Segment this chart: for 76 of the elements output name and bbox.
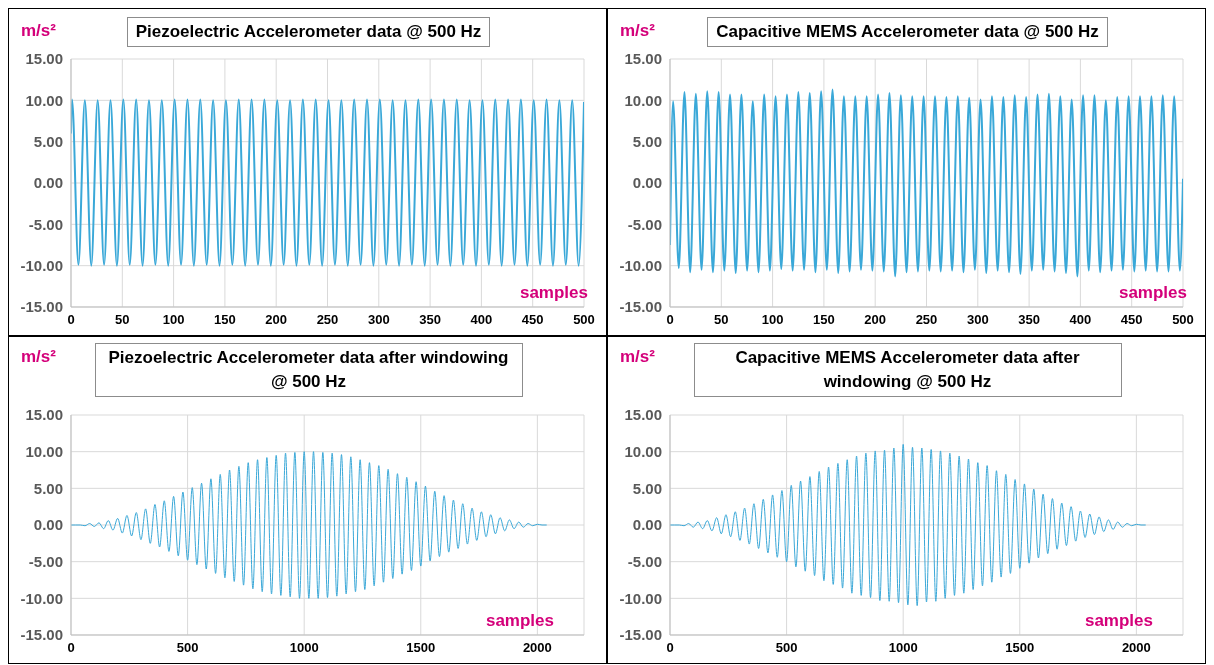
chart-title: Piezoelectric Accelerometer data after windowing @ 500 Hz [94, 343, 523, 397]
x-tick-label: 250 [316, 312, 339, 328]
line-series [71, 451, 548, 599]
y-tick-label: 15.00 [25, 50, 63, 68]
x-tick-label: 350 [1018, 312, 1040, 328]
y-axis-title: m/s² [21, 347, 56, 367]
y-tick-label: -10.00 [619, 256, 662, 274]
y-tick-label: -10.00 [20, 256, 63, 274]
x-tick-label: 200 [864, 312, 887, 328]
x-tick-label: 2000 [1121, 640, 1151, 656]
x-tick-label: 500 [775, 640, 798, 656]
x-tick-label: 1500 [406, 640, 436, 656]
y-tick-label: 0.00 [33, 174, 63, 192]
x-tick-label: 250 [915, 312, 938, 328]
x-tick-label: 1000 [289, 640, 319, 656]
line-series [670, 88, 1183, 278]
y-tick-label: -5.00 [28, 552, 63, 570]
y-tick-label: -15.00 [619, 298, 662, 316]
x-tick-label: 100 [162, 312, 185, 328]
x-axis-title: samples [518, 283, 589, 303]
y-tick-label: 0.00 [632, 516, 662, 534]
x-tick-label: 350 [419, 312, 441, 328]
y-tick-label: 0.00 [33, 516, 63, 534]
x-tick-label: 400 [470, 312, 493, 328]
x-tick-label: 0 [666, 312, 674, 328]
x-tick-label: 50 [714, 312, 729, 328]
y-tick-label: 5.00 [33, 132, 63, 150]
y-axis-title: m/s² [21, 21, 56, 41]
x-axis-title: samples [1083, 611, 1154, 631]
y-tick-label: 0.00 [632, 174, 662, 192]
chart-title: Piezoelectric Accelerometer data @ 500 Hz [126, 17, 491, 47]
y-tick-label: -10.00 [20, 589, 63, 607]
y-tick-label: 10.00 [624, 442, 662, 460]
y-tick-label: 5.00 [33, 479, 63, 497]
x-axis-title: samples [484, 611, 555, 631]
x-tick-label: 1500 [1005, 640, 1035, 656]
y-tick-label: -5.00 [627, 552, 662, 570]
y-tick-label: -5.00 [627, 215, 662, 233]
y-tick-label: 15.00 [25, 406, 63, 424]
y-tick-label: 10.00 [25, 91, 63, 109]
x-tick-label: 0 [666, 640, 674, 656]
y-axis-title: m/s² [620, 21, 655, 41]
x-tick-label: 100 [761, 312, 784, 328]
y-tick-label: 10.00 [25, 442, 63, 460]
y-tick-label: 15.00 [624, 50, 662, 68]
line-series [670, 443, 1147, 607]
line-series [71, 98, 584, 267]
x-tick-label: 0 [67, 312, 75, 328]
x-tick-label: 500 [1172, 312, 1194, 328]
y-tick-label: 5.00 [632, 479, 662, 497]
x-tick-label: 50 [115, 312, 130, 328]
y-tick-label: -5.00 [28, 215, 63, 233]
x-tick-label: 450 [1120, 312, 1143, 328]
y-tick-label: 5.00 [632, 132, 662, 150]
y-axis-title: m/s² [620, 347, 655, 367]
x-tick-label: 500 [176, 640, 199, 656]
x-tick-label: 1000 [888, 640, 918, 656]
y-tick-label: -15.00 [20, 626, 63, 644]
x-tick-label: 300 [966, 312, 989, 328]
y-tick-label: -10.00 [619, 589, 662, 607]
x-tick-label: 500 [573, 312, 595, 328]
chart-title: Capacitive MEMS Accelerometer data after windowing @ 500 Hz [693, 343, 1122, 397]
y-tick-label: -15.00 [619, 626, 662, 644]
x-tick-label: 300 [367, 312, 390, 328]
y-tick-label: 15.00 [624, 406, 662, 424]
x-tick-label: 0 [67, 640, 75, 656]
x-tick-label: 450 [521, 312, 544, 328]
x-tick-label: 200 [265, 312, 288, 328]
x-tick-label: 400 [1069, 312, 1092, 328]
x-tick-label: 150 [214, 312, 236, 328]
x-tick-label: 150 [813, 312, 835, 328]
x-tick-label: 2000 [522, 640, 552, 656]
y-tick-label: 10.00 [624, 91, 662, 109]
y-tick-label: -15.00 [20, 298, 63, 316]
chart-title: Capacitive MEMS Accelerometer data @ 500 Hz [707, 17, 1108, 47]
x-axis-title: samples [1117, 283, 1188, 303]
